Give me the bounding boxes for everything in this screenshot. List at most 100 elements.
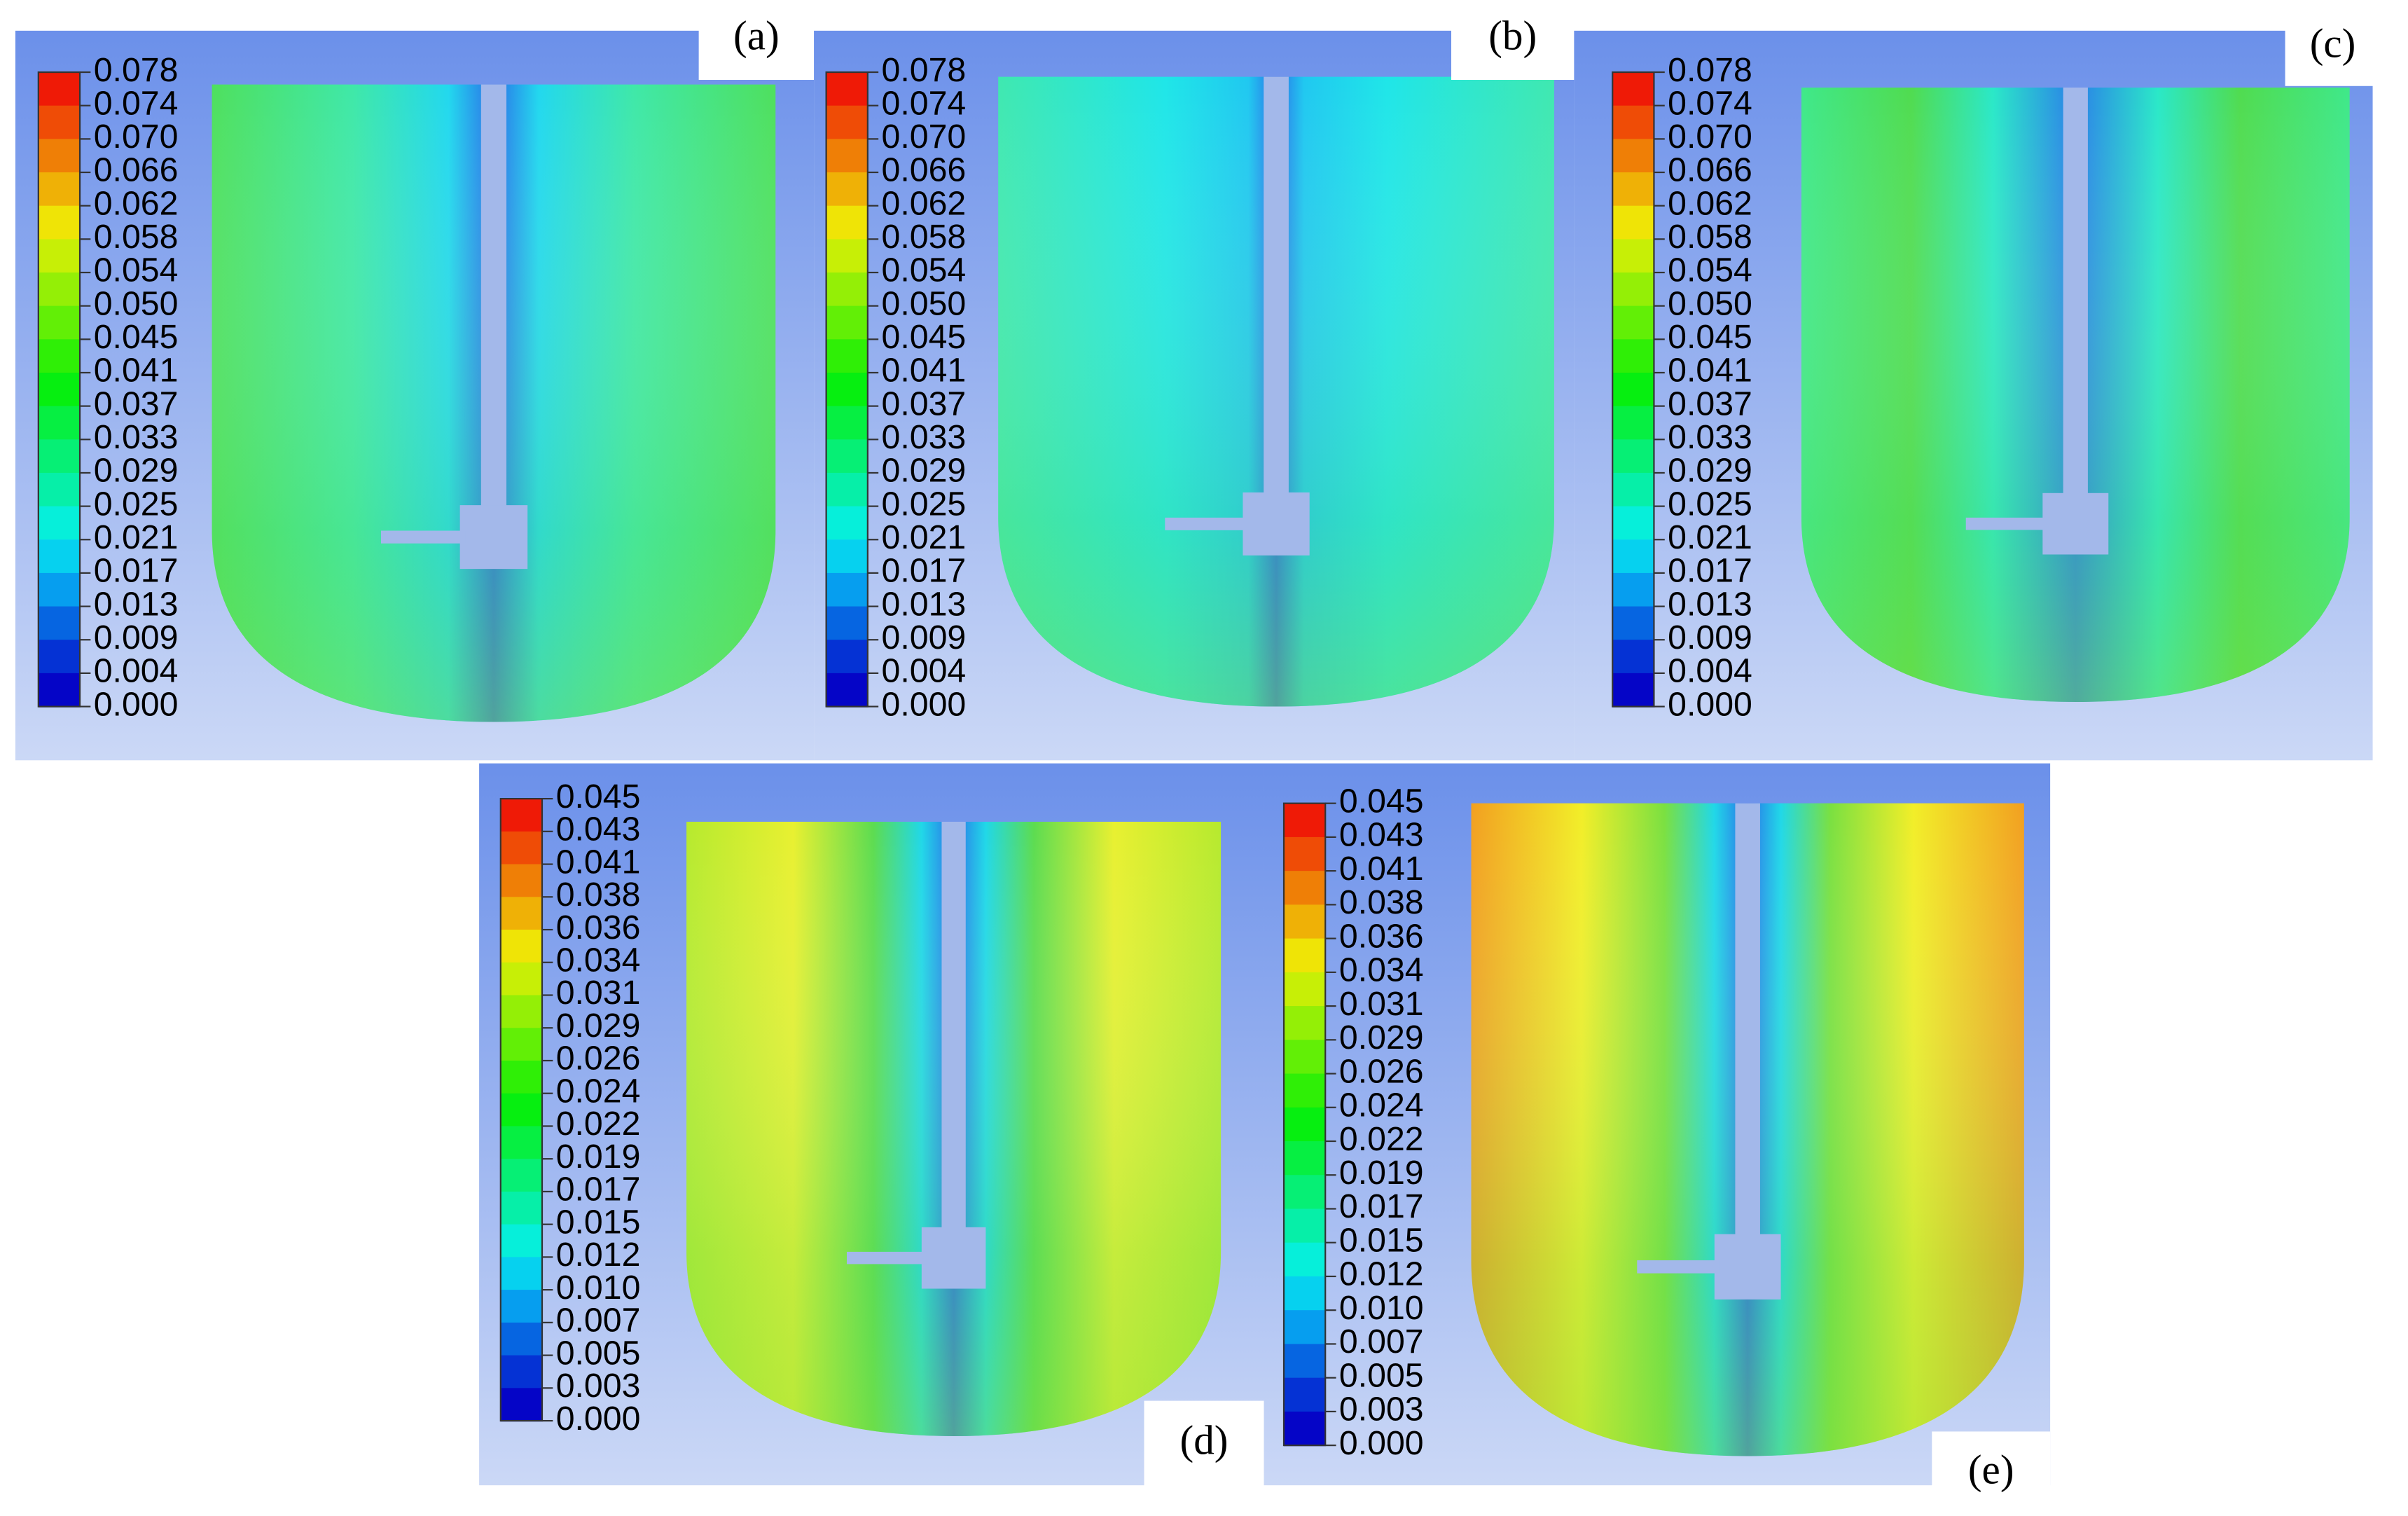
colorbar-band [1612,139,1654,174]
colorbar-band [826,339,868,374]
colorbar-label: 0.031 [556,974,641,1012]
colorbar-label: 0.033 [882,418,967,456]
colorbar-band [500,1093,542,1127]
colorbar-label: 0.070 [94,118,179,156]
colorbar-band [500,995,542,1029]
colorbar-band [1284,1208,1326,1243]
label-box [698,0,815,81]
colorbar-label: 0.078 [1668,51,1752,89]
colorbar-label: 0.074 [1668,84,1752,122]
colorbar-label: 0.037 [1668,385,1752,422]
colorbar-label: 0.058 [1668,218,1752,256]
panel: 0.0780.0740.0700.0660.0620.0580.0540.050… [1574,9,2381,761]
colorbar-label: 0.062 [882,184,967,222]
colorbar-label: 0.062 [94,184,179,222]
colorbar-band [38,72,81,106]
shaft [480,84,507,518]
colorbar-label: 0.050 [882,284,967,322]
colorbar-band [1612,205,1654,240]
colorbar-band [1612,439,1654,474]
colorbar-band [1612,72,1654,106]
colorbar-band [500,1191,542,1225]
colorbar-band [500,1224,542,1258]
colorbar-label: 0.029 [882,452,967,490]
colorbar-label: 0.066 [94,151,179,189]
colorbar-band [1284,1276,1326,1311]
panel-label: (b) [1488,13,1537,59]
colorbar-band [500,1355,542,1389]
colorbar-band [38,539,81,574]
colorbar-band [826,105,868,140]
colorbar-label: 0.054 [94,251,179,289]
colorbar-band [1612,472,1654,507]
colorbar-band [1284,1141,1326,1176]
colorbar-label: 0.004 [1668,652,1752,690]
impeller-blade [847,1251,927,1265]
label-box [1144,1400,1264,1489]
colorbar-label: 0.017 [1668,552,1752,590]
shaft [941,821,966,1240]
colorbar-band [1284,836,1326,872]
colorbar-label: 0.041 [882,352,967,390]
colorbar-band [1612,506,1654,541]
colorbar-label: 0.021 [1668,518,1752,556]
panel: 0.0780.0740.0700.0660.0620.0580.0540.050… [814,0,1575,761]
colorbar-band [826,239,868,274]
colorbar-band [1612,539,1654,574]
colorbar-label: 0.054 [1668,251,1752,289]
colorbar-band [38,172,81,207]
colorbar-band [826,272,868,307]
shaft [1264,76,1289,505]
colorbar-band [38,339,81,374]
colorbar-label: 0.031 [1339,985,1424,1023]
colorbar-band [500,930,542,963]
colorbar-label: 0.017 [882,552,967,590]
impeller-blade [1165,517,1249,530]
panel-label: (c) [2310,20,2356,67]
colorbar-label: 0.017 [1339,1187,1424,1225]
colorbar-band [38,239,81,274]
colorbar-band [1612,606,1654,641]
colorbar-label: 0.017 [94,552,179,590]
label-box [1932,1431,2051,1516]
colorbar-band [38,139,81,174]
colorbar-label: 0.015 [556,1203,641,1241]
colorbar-band [500,1159,542,1193]
colorbar-band [38,640,81,674]
colorbar-label: 0.022 [556,1105,641,1143]
colorbar-band [1612,339,1654,374]
colorbar-label: 0.045 [556,778,641,815]
colorbar-band [1612,172,1654,207]
colorbar-label: 0.029 [94,452,179,490]
colorbar-label: 0.013 [882,585,967,623]
colorbar-band [1284,904,1326,939]
colorbar-label: 0.043 [556,811,641,848]
colorbar-label: 0.026 [556,1040,641,1077]
colorbar-band [500,1060,542,1094]
impeller-blade [1965,517,2049,530]
colorbar-band [1612,305,1654,340]
colorbar-band [1284,1377,1326,1413]
colorbar-band [1284,1040,1326,1075]
colorbar-band [1284,803,1326,839]
colorbar-band [500,1126,542,1160]
colorbar-band [38,105,81,140]
colorbar-label: 0.074 [94,84,179,122]
colorbar-band [38,406,81,441]
colorbar-label: 0.021 [94,518,179,556]
colorbar-label: 0.025 [94,485,179,523]
colorbar-label: 0.009 [882,619,967,656]
colorbar-band [826,506,868,541]
colorbar-label: 0.007 [556,1302,641,1339]
colorbar-label: 0.078 [882,51,967,89]
colorbar-label: 0.062 [1668,184,1752,222]
colorbar-band [500,799,542,832]
colorbar-label: 0.038 [1339,883,1424,921]
colorbar-label: 0.019 [556,1138,641,1176]
impeller-blade [380,530,466,544]
colorbar-label: 0.050 [94,284,179,322]
colorbar-label: 0.034 [556,942,641,979]
colorbar-band [826,572,868,607]
colorbar-label: 0.041 [94,352,179,390]
